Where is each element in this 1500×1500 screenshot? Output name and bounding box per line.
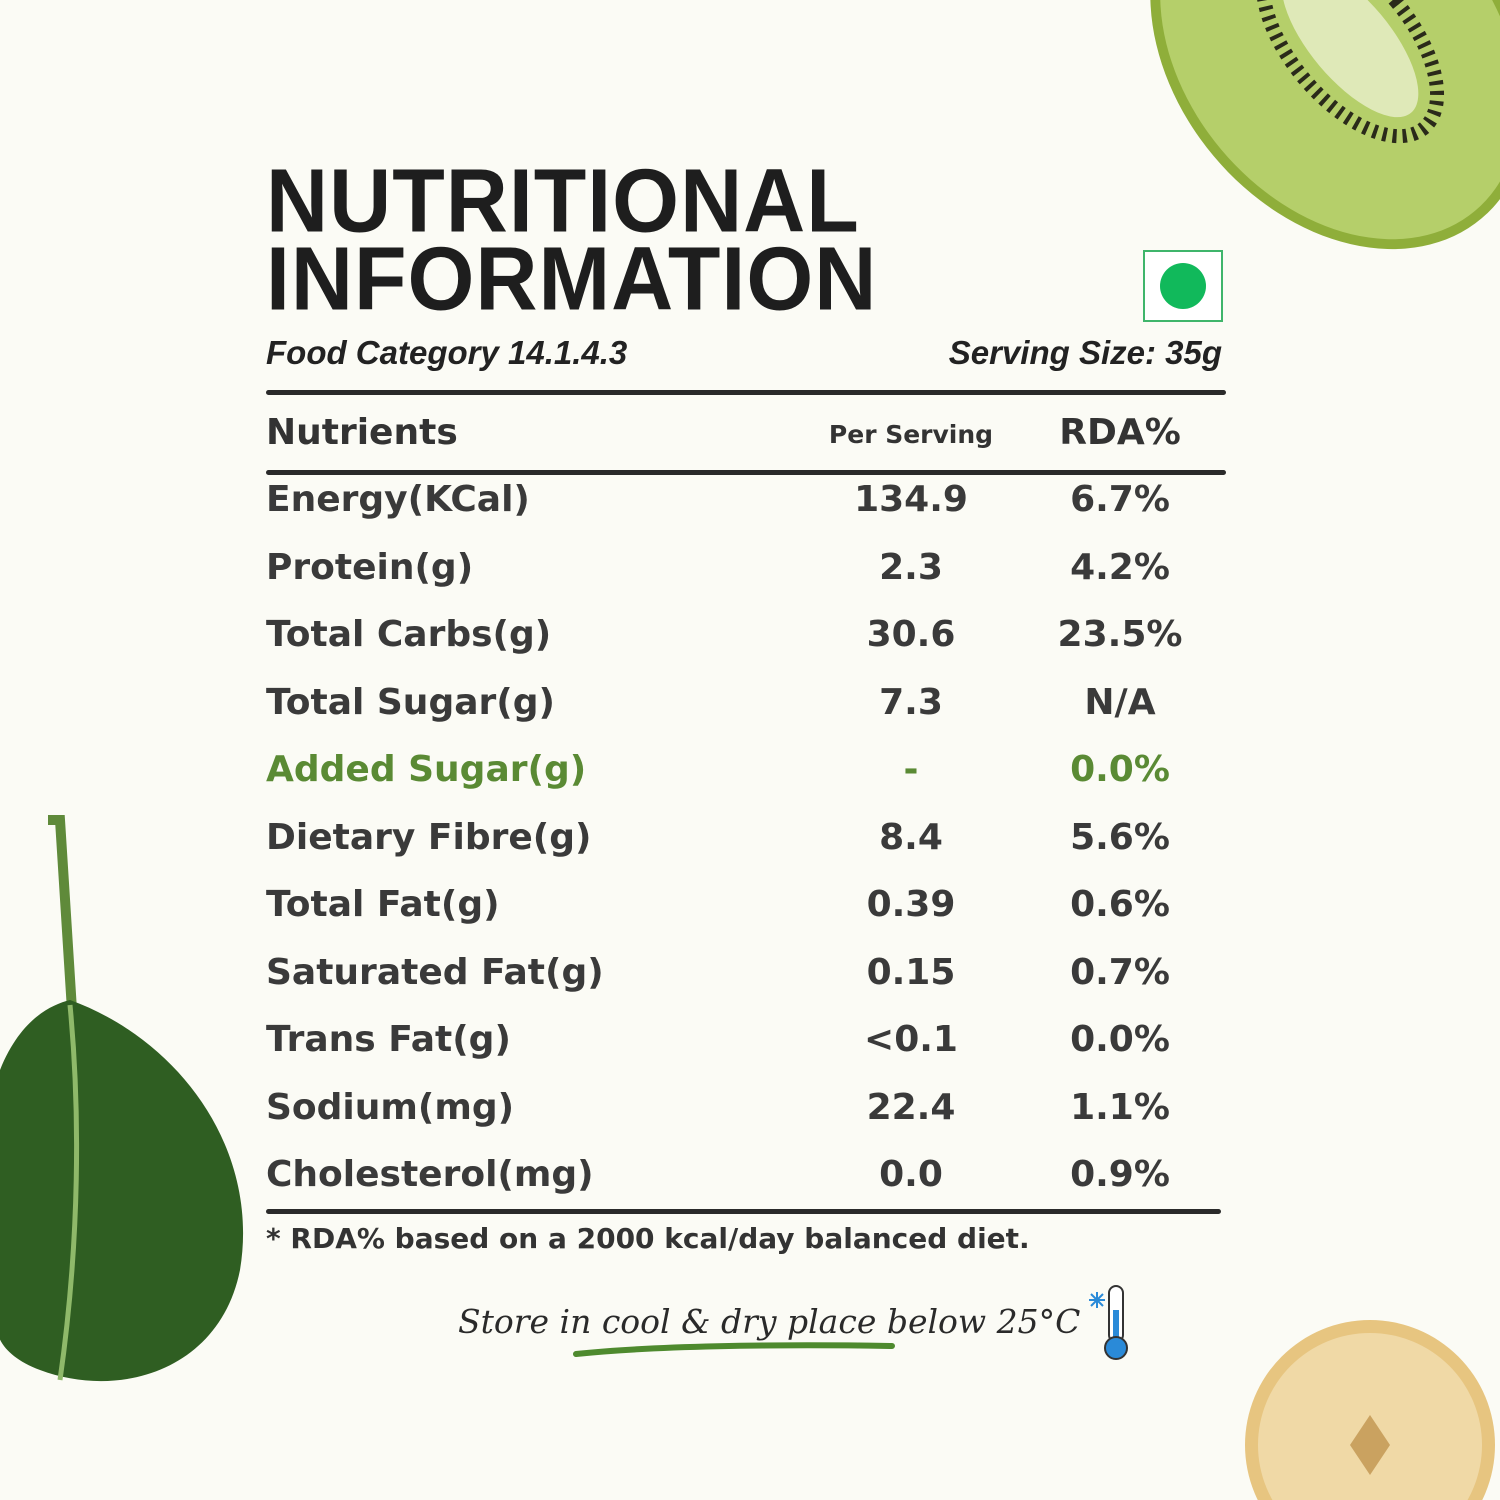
table-cell: 0.6% xyxy=(1070,884,1170,925)
column-header: RDA% xyxy=(1059,412,1181,453)
table-cell: 2.3 xyxy=(879,546,943,588)
table-cell: Energy(KCal) xyxy=(266,479,530,520)
veg-mark xyxy=(1143,250,1223,322)
table-cell: 134.9 xyxy=(854,479,968,520)
table-cell: Total Sugar(g) xyxy=(266,681,555,723)
rule xyxy=(266,390,1226,395)
table-cell: 0.0% xyxy=(1070,749,1170,790)
table-cell: N/A xyxy=(1084,681,1156,723)
table-cell: Added Sugar(g) xyxy=(266,749,587,790)
table-cell: 30.6 xyxy=(866,614,956,655)
table-cell: 0.0% xyxy=(1070,1019,1170,1060)
table-cell: - xyxy=(903,749,919,790)
column-header: Nutrients xyxy=(266,412,458,453)
table-cell: 0.7% xyxy=(1070,951,1170,993)
table-cell: Cholesterol(mg) xyxy=(266,1154,594,1195)
spinach-decoration xyxy=(0,815,244,1382)
table-cell: 22.4 xyxy=(866,1086,956,1128)
table-cell: 1.1% xyxy=(1070,1086,1170,1128)
table-cell: Protein(g) xyxy=(266,546,474,588)
table-cell: 0.9% xyxy=(1070,1154,1170,1195)
table-cell: Total Carbs(g) xyxy=(266,614,552,655)
table-cell: 4.2% xyxy=(1070,546,1170,588)
title-line: NUTRITIONAL xyxy=(266,150,860,252)
table-cell: 6.7% xyxy=(1070,479,1170,520)
title-line: INFORMATION xyxy=(266,228,878,330)
table-cell: 0.0 xyxy=(879,1154,943,1195)
serving-size: Serving Size: 35g xyxy=(948,334,1222,371)
table-cell: 23.5% xyxy=(1057,614,1183,655)
column-header: Per Serving xyxy=(828,420,994,449)
table-cell: 7.3 xyxy=(879,681,943,723)
kiwi-decoration xyxy=(1150,0,1500,250)
rule xyxy=(266,470,1226,475)
rule xyxy=(266,1209,1221,1214)
table-cell: 0.39 xyxy=(866,884,956,925)
table-cell: Saturated Fat(g) xyxy=(266,951,604,993)
table-cell: Sodium(mg) xyxy=(266,1086,515,1128)
table-cell: <0.1 xyxy=(864,1019,958,1060)
table-cell: Total Fat(g) xyxy=(266,884,500,925)
banana-decoration xyxy=(1245,1320,1495,1500)
table-cell: 8.4 xyxy=(879,816,943,858)
food-category: Food Category 14.1.4.3 xyxy=(266,334,628,371)
table-cell: 0.15 xyxy=(866,951,956,993)
thermometer-icon xyxy=(1089,1285,1128,1360)
underline-stroke xyxy=(573,1342,895,1357)
storage-note: Store in cool & dry place below 25°C xyxy=(458,1302,1081,1341)
table-cell: 5.6% xyxy=(1070,816,1170,858)
table-cell: Trans Fat(g) xyxy=(266,1019,511,1060)
table-cell: Dietary Fibre(g) xyxy=(266,816,592,858)
footnote: * RDA% based on a 2000 kcal/day balanced… xyxy=(266,1222,1030,1255)
